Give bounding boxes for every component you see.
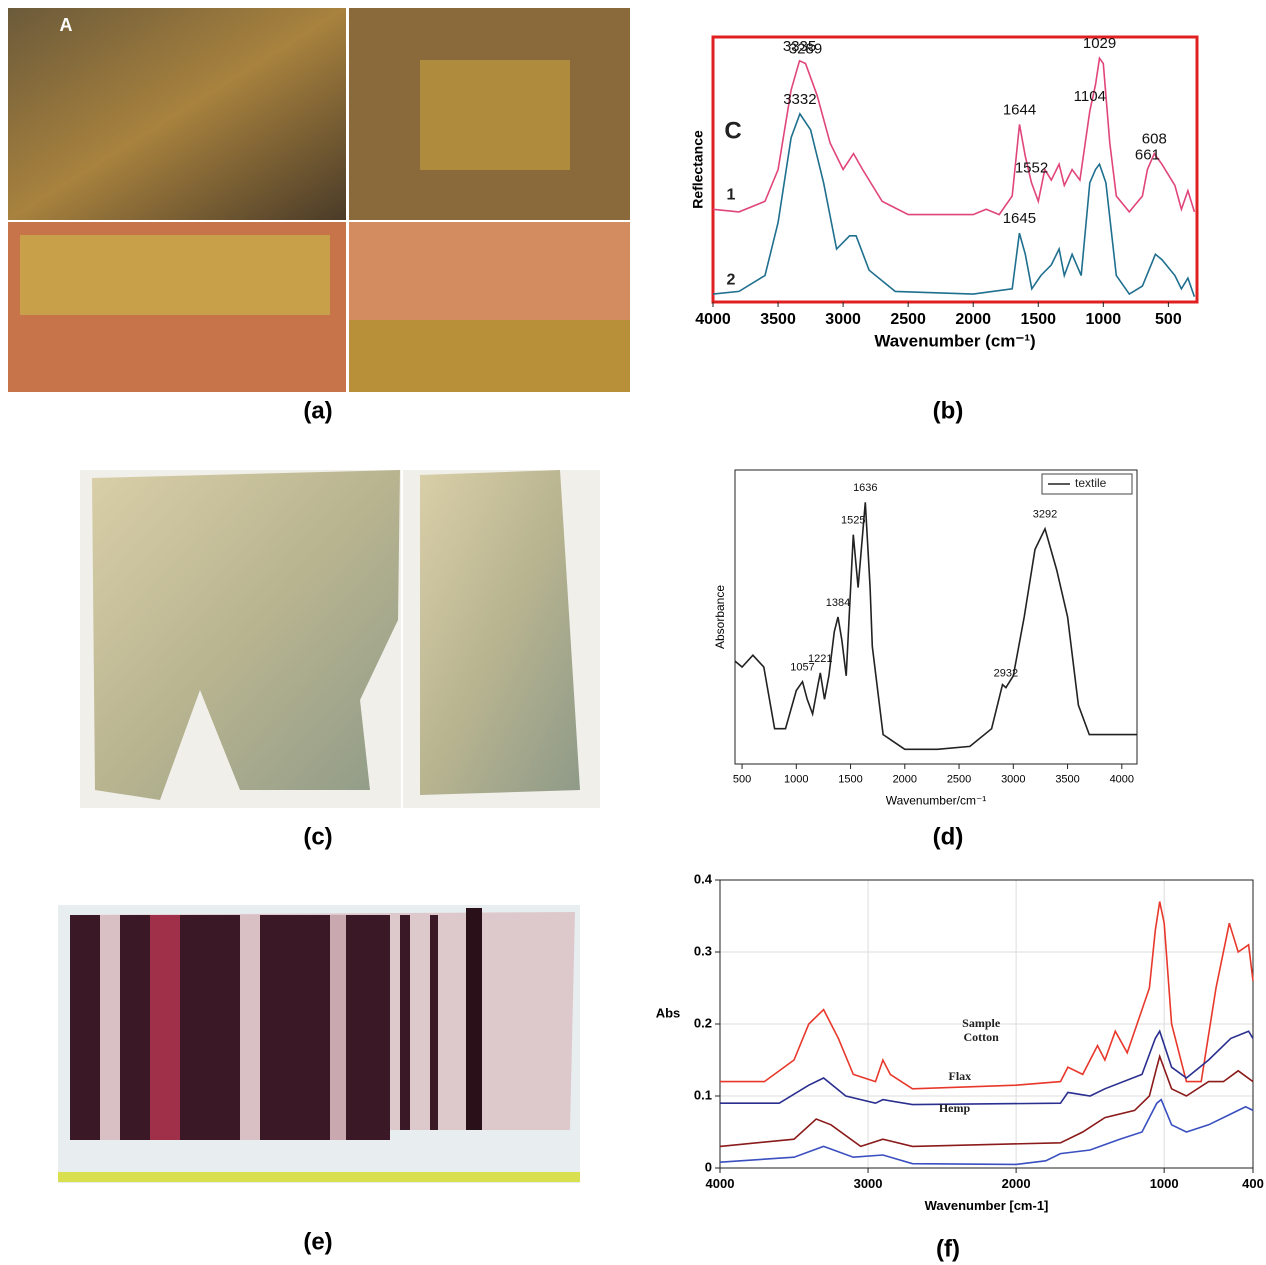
peak-label: 1645 — [1003, 210, 1036, 227]
peak-label: 1525 — [841, 515, 865, 527]
inset-label: A — [60, 15, 73, 35]
peak-label: 3292 — [1033, 509, 1057, 521]
panel-label: (a) — [303, 397, 332, 424]
x-tick-label: 1000 — [784, 773, 808, 785]
x-axis-label: Wavenumber (cm⁻¹) — [874, 331, 1035, 350]
series-label: Sample — [962, 1016, 1001, 1030]
x-tick-label: 4000 — [695, 311, 731, 328]
x-tick-label: 1500 — [838, 773, 862, 785]
x-tick-label: 1500 — [1020, 311, 1056, 328]
y-tick-label: 0 — [705, 1159, 712, 1174]
series-label: Flax — [949, 1069, 972, 1083]
series-label: 2 — [727, 271, 736, 288]
x-tick-label: 1000 — [1150, 1176, 1179, 1191]
x-tick-label: 3500 — [760, 311, 796, 328]
x-tick-label: 4000 — [706, 1176, 735, 1191]
peak-label: 1104 — [1074, 88, 1106, 105]
x-tick-label: 1000 — [1086, 311, 1122, 328]
spectrum-line — [720, 1029, 1254, 1106]
peak-label: 1552 — [1015, 160, 1048, 177]
peak-label: 1644 — [1003, 101, 1036, 118]
photo-e — [58, 905, 580, 1183]
spectrum-line — [719, 1098, 1254, 1166]
photo-a: A — [8, 8, 630, 392]
x-tick-label: 4000 — [1110, 773, 1134, 785]
peak-label: 661 — [1135, 146, 1160, 163]
spectrum-line — [719, 1053, 1254, 1148]
plot-frame — [734, 469, 1138, 765]
x-tick-label: 500 — [1155, 311, 1182, 328]
x-tick-label: 2000 — [1002, 1176, 1031, 1191]
spectrum-line — [734, 502, 1137, 751]
panel-label: (f) — [936, 1235, 960, 1262]
plot-frame — [711, 35, 1199, 304]
y-tick-label: 0.2 — [694, 1015, 712, 1030]
peak-label: 608 — [1142, 131, 1167, 148]
panel-label: (e) — [303, 1228, 332, 1255]
x-tick-label: 3000 — [854, 1176, 883, 1191]
y-tick-label: 0.4 — [694, 871, 713, 886]
spectrum-line — [720, 901, 1254, 1090]
peak-label: 3289 — [789, 40, 822, 57]
x-axis-label: Wavenumber [cm-1] — [925, 1198, 1049, 1213]
peak-label: 1636 — [853, 482, 877, 494]
panel-label: (c) — [303, 823, 332, 850]
x-tick-label: 2500 — [890, 311, 926, 328]
series-label: Cotton — [963, 1030, 999, 1044]
panel-label: (d) — [933, 823, 964, 850]
y-tick-label: 0.1 — [694, 1087, 712, 1102]
spectrum-line — [712, 56, 1196, 216]
y-axis-label: Absorbance — [713, 585, 727, 649]
x-tick-label: 2000 — [893, 773, 917, 785]
x-tick-label: 400 — [1242, 1176, 1264, 1191]
legend-label: textile — [1075, 476, 1107, 490]
peak-label: 2932 — [994, 667, 1018, 679]
y-axis-label: Reflectance — [690, 130, 706, 209]
inset-label: C — [724, 117, 741, 144]
peak-label: 1384 — [826, 597, 850, 609]
peak-label: 3335 — [783, 38, 816, 55]
x-tick-label: 500 — [733, 773, 751, 785]
spectrum-line — [712, 112, 1196, 297]
peak-label: 1057 — [790, 662, 814, 674]
x-tick-label: 3000 — [1001, 773, 1025, 785]
peak-label: 1221 — [808, 653, 832, 665]
x-tick-label: 3000 — [825, 311, 861, 328]
y-axis-label: Abs — [656, 1005, 681, 1020]
series-label: 1 — [727, 186, 736, 203]
x-tick-label: 3500 — [1055, 773, 1079, 785]
x-axis-label: Wavenumber/cm⁻¹ — [886, 794, 987, 808]
series-label: Hemp — [939, 1101, 971, 1115]
peak-label: 3332 — [783, 91, 816, 108]
y-tick-label: 0.3 — [694, 943, 712, 958]
x-tick-label: 2500 — [947, 773, 971, 785]
photo-c — [80, 470, 600, 808]
legend-box — [1041, 473, 1133, 495]
peak-label: 1029 — [1083, 35, 1116, 52]
panel-label: (b) — [933, 397, 964, 424]
x-tick-label: 2000 — [955, 311, 991, 328]
